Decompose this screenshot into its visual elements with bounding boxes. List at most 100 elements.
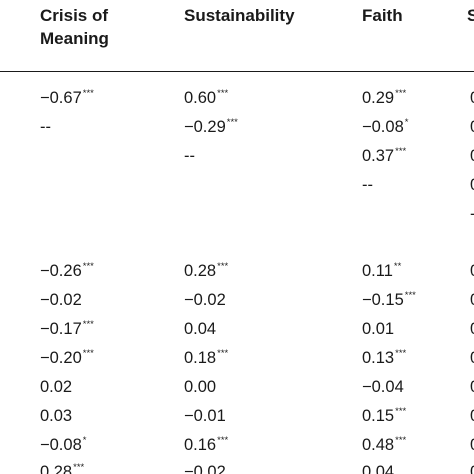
cell-value: 0.13 bbox=[362, 349, 395, 367]
significance-marker: *** bbox=[82, 319, 94, 330]
table-cell: −0.02 bbox=[40, 290, 82, 310]
table-cell: 0 bbox=[470, 290, 474, 310]
table-cell: 0 bbox=[470, 406, 474, 426]
table-cell: 0.28*** bbox=[40, 462, 84, 474]
significance-marker: *** bbox=[82, 261, 94, 272]
cell-value: 0 bbox=[470, 262, 474, 280]
cell-value: 0.15 bbox=[362, 407, 395, 425]
cell-value: - bbox=[470, 205, 474, 223]
table-cell: −0.08* bbox=[362, 117, 408, 140]
significance-marker: *** bbox=[395, 348, 407, 359]
significance-marker: ** bbox=[393, 261, 402, 272]
table-cell: −0.15*** bbox=[362, 290, 416, 313]
cell-value: 0.00 bbox=[184, 378, 217, 396]
cell-value: -- bbox=[362, 176, 373, 194]
significance-marker: *** bbox=[82, 88, 94, 99]
cell-value: 0.16 bbox=[184, 436, 217, 454]
table-cell: 0 bbox=[470, 146, 474, 166]
significance-marker: *** bbox=[73, 462, 85, 473]
cell-value: 0.03 bbox=[40, 407, 73, 425]
table-cell: 0 bbox=[470, 261, 474, 281]
table-cell: −0.02 bbox=[184, 462, 226, 474]
cell-value: 0.60 bbox=[184, 89, 217, 107]
table-cell: 0.60*** bbox=[184, 88, 228, 111]
cell-value: 0.01 bbox=[362, 320, 395, 338]
cell-value: 0 bbox=[470, 291, 474, 309]
significance-marker: *** bbox=[395, 435, 407, 446]
cell-value: 0 bbox=[470, 320, 474, 338]
cell-value: −0.15 bbox=[362, 291, 404, 309]
cell-value: −0.08 bbox=[40, 436, 82, 454]
significance-marker: *** bbox=[217, 261, 229, 272]
significance-marker: *** bbox=[217, 348, 229, 359]
header-crisis-of-meaning: Crisis of Meaning bbox=[40, 6, 109, 48]
cell-value: 0.04 bbox=[184, 320, 217, 338]
table-cell: −0.02 bbox=[184, 290, 226, 310]
cell-value: −0.67 bbox=[40, 89, 82, 107]
significance-marker: *** bbox=[395, 88, 407, 99]
table-cell: −0.67*** bbox=[40, 88, 94, 111]
significance-marker: *** bbox=[217, 88, 229, 99]
cell-value: 0 bbox=[470, 118, 474, 136]
table-cell: 0 bbox=[470, 117, 474, 137]
cell-value: 0.28 bbox=[184, 262, 217, 280]
cell-value: 0.02 bbox=[40, 378, 73, 396]
table-cell: 0.28*** bbox=[184, 261, 228, 284]
significance-marker: *** bbox=[395, 146, 407, 157]
cell-value: 0 bbox=[470, 176, 474, 194]
significance-marker: *** bbox=[82, 348, 94, 359]
significance-marker: *** bbox=[395, 406, 407, 417]
cell-value: −0.02 bbox=[40, 291, 82, 309]
cell-value: −0.20 bbox=[40, 349, 82, 367]
cell-value: 0.04 bbox=[362, 463, 395, 474]
table-cell: 0 bbox=[470, 175, 474, 195]
table-cell: 0.15*** bbox=[362, 406, 406, 429]
table-cell: 0.01 bbox=[362, 319, 394, 339]
table-cell: -- bbox=[40, 117, 51, 137]
header-rule bbox=[0, 71, 474, 72]
table-cell: −0.04 bbox=[362, 377, 404, 397]
table-cell: 0.00 bbox=[184, 377, 216, 397]
table-cell: - bbox=[470, 204, 474, 224]
cell-value: 0 bbox=[470, 349, 474, 367]
cell-value: −0.29 bbox=[184, 118, 226, 136]
table-cell: −0.08* bbox=[40, 435, 86, 458]
table-cell: −0.29*** bbox=[184, 117, 238, 140]
header-faith: Faith bbox=[362, 6, 403, 25]
cell-value: −0.01 bbox=[184, 407, 226, 425]
significance-marker: * bbox=[82, 435, 87, 446]
header-truncated: S bbox=[467, 6, 474, 25]
table-cell: −0.20*** bbox=[40, 348, 94, 371]
header-sustainability: Sustainability bbox=[184, 6, 295, 25]
table-cell: −0.17*** bbox=[40, 319, 94, 342]
table-cell: 0.11** bbox=[362, 261, 401, 284]
table-cell: −0.01 bbox=[184, 406, 226, 426]
cell-value: 0 bbox=[470, 436, 474, 454]
table-cell: 0 bbox=[470, 319, 474, 339]
cell-value: −0.08 bbox=[362, 118, 404, 136]
table-cell: 0.18*** bbox=[184, 348, 228, 371]
cell-value: 0 bbox=[470, 463, 474, 474]
table-cell: 0 bbox=[470, 377, 474, 397]
table-cell: 0 bbox=[470, 462, 474, 474]
cell-value: 0 bbox=[470, 378, 474, 396]
cell-value: −0.04 bbox=[362, 378, 404, 396]
table-cell: 0.04 bbox=[362, 462, 394, 474]
cell-value: −0.02 bbox=[184, 463, 226, 474]
table-cell: 0.04 bbox=[184, 319, 216, 339]
cell-value: −0.02 bbox=[184, 291, 226, 309]
table-cell: -- bbox=[184, 146, 195, 166]
table-cell: 0.16*** bbox=[184, 435, 228, 458]
cell-value: 0.18 bbox=[184, 349, 217, 367]
table-cell: 0.13*** bbox=[362, 348, 406, 371]
cell-value: 0 bbox=[470, 407, 474, 425]
table-cell: -- bbox=[362, 175, 373, 195]
table-cell: 0 bbox=[470, 88, 474, 108]
significance-marker: * bbox=[404, 117, 409, 128]
significance-marker: *** bbox=[404, 290, 416, 301]
cell-value: −0.17 bbox=[40, 320, 82, 338]
cell-value: 0.11 bbox=[362, 262, 393, 280]
cell-value: 0.29 bbox=[362, 89, 395, 107]
cell-value: 0 bbox=[470, 89, 474, 107]
table-cell: 0 bbox=[470, 348, 474, 368]
